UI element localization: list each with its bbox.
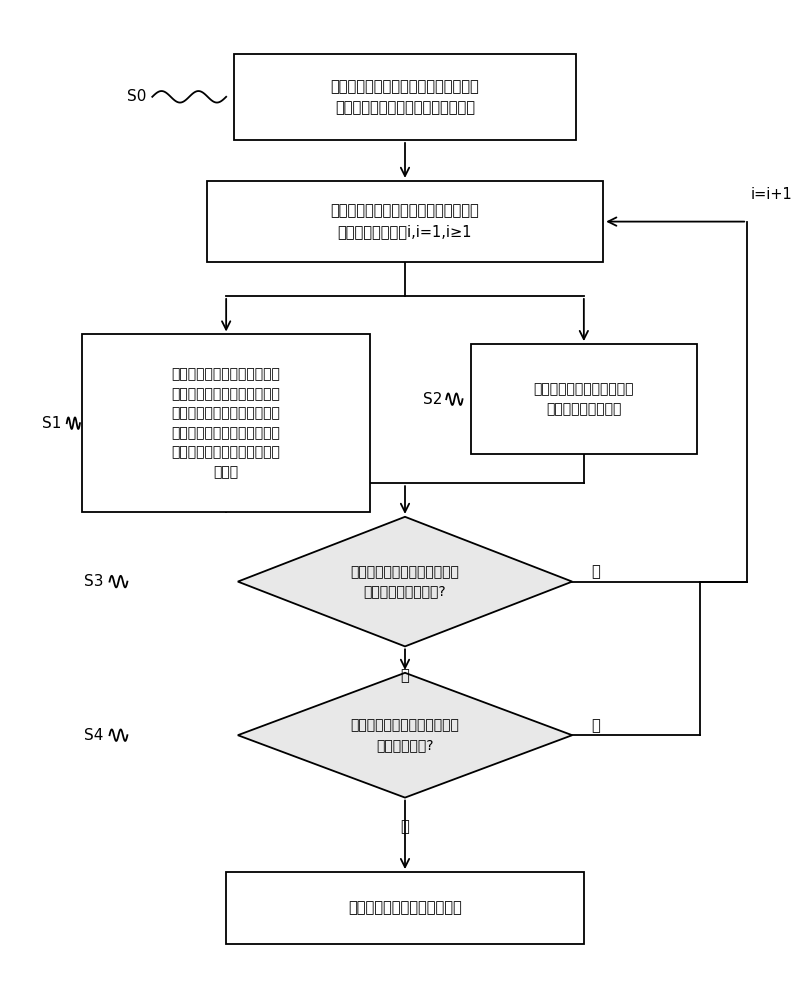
Text: 否: 否 xyxy=(591,564,600,580)
Text: 计算该时间段内排气温度传
感器测量值的平均值: 计算该时间段内排气温度传 感器测量值的平均值 xyxy=(534,382,634,416)
Text: 判定所述排气温度传感器失效: 判定所述排气温度传感器失效 xyxy=(348,900,462,916)
FancyBboxPatch shape xyxy=(471,344,697,454)
Text: 是: 是 xyxy=(401,668,409,683)
Polygon shape xyxy=(238,517,572,646)
FancyBboxPatch shape xyxy=(234,54,576,140)
Text: 否: 否 xyxy=(591,718,600,733)
Text: 是: 是 xyxy=(401,819,409,834)
Text: i=i+1: i=i+1 xyxy=(751,187,793,202)
Text: 大于预设阈值的时间段的个数
大于预设个数?: 大于预设阈值的时间段的个数 大于预设个数? xyxy=(351,718,459,752)
Text: S2: S2 xyxy=(423,392,442,407)
Text: S0: S0 xyxy=(127,89,147,104)
FancyBboxPatch shape xyxy=(83,334,370,512)
Text: 建立不同的发动机转速和喷油量与排气
温度传感器的标定值之间的对应关系: 建立不同的发动机转速和喷油量与排气 温度传感器的标定值之间的对应关系 xyxy=(330,79,480,115)
Text: 判断两个平均值的差值的绝对
值是否大于预设阈值?: 判断两个平均值的差值的绝对 值是否大于预设阈值? xyxy=(351,565,459,598)
FancyBboxPatch shape xyxy=(226,872,584,944)
FancyBboxPatch shape xyxy=(207,181,603,262)
Text: S3: S3 xyxy=(84,574,104,589)
Text: 针对连续的多个第一预设长度的时间段
中的每一个时间段i,i=1,i≥1: 针对连续的多个第一预设长度的时间段 中的每一个时间段i,i=1,i≥1 xyxy=(330,204,480,240)
Text: 根据发动机转速和喷油量与时
间的对应关系及所述不同的发
动机转速和喷油量与排气温度
传感器的标定值之间的对应关
系确定在该时间段内标定值的
平均值: 根据发动机转速和喷油量与时 间的对应关系及所述不同的发 动机转速和喷油量与排气温… xyxy=(172,367,280,479)
Text: S1: S1 xyxy=(41,416,61,431)
Text: S4: S4 xyxy=(84,728,104,743)
Polygon shape xyxy=(238,673,572,798)
